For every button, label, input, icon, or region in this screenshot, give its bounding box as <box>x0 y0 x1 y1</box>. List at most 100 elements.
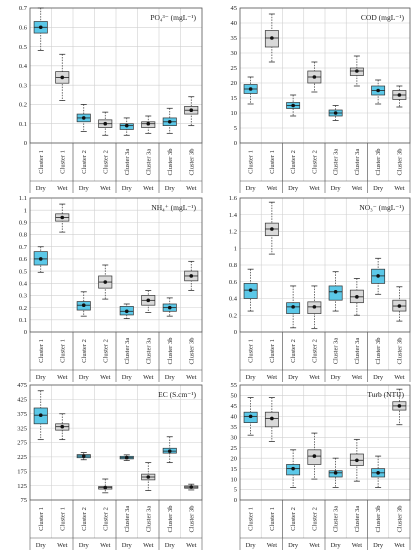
category-label: Cluster 3a <box>124 149 131 176</box>
season-label: Wet <box>143 374 153 381</box>
y-tick-label: 0.1 <box>19 317 27 324</box>
mean-point <box>291 466 295 471</box>
y-tick-label: 0.5 <box>19 268 27 275</box>
mean-point <box>167 449 172 453</box>
season-label: Wet <box>57 185 67 192</box>
chart-title: EC (S.cm⁻¹) <box>158 390 196 399</box>
y-tick-label: 0.6 <box>19 24 28 31</box>
mean-point <box>270 36 274 40</box>
y-tick-label: 0.5 <box>19 44 27 51</box>
box-4 <box>98 478 113 494</box>
category-label: Cluster 3b <box>375 149 382 176</box>
chart-panel-5: 75 125 175 225 275 325 375 425 475 EC (S.cm⁻¹) Clu… <box>17 382 203 550</box>
box-8 <box>184 96 199 127</box>
y-tick-label: 0.1 <box>19 121 27 128</box>
mean-point <box>397 93 402 97</box>
y-tick-label: 30 <box>231 50 238 57</box>
box-3 <box>76 104 91 132</box>
y-tick-label: 0 <box>24 329 27 336</box>
chart-panel-3: 0 0.1 0.2 0.3 0.4 0.5 0.6 0.7 0.8 0.9 1 1.1 NH₄⁺ (mg… <box>19 195 203 382</box>
category-label: Cluster 3a <box>354 149 361 176</box>
y-tick-label: 0.8 <box>229 262 237 269</box>
category-label: Cluster 3b <box>167 149 174 176</box>
y-tick-label: 0 <box>234 329 237 336</box>
season-label: Wet <box>352 542 362 549</box>
category-label: Cluster 3b <box>396 338 403 365</box>
mean-point <box>60 215 65 220</box>
season-label: Dry <box>79 374 90 381</box>
y-tick-label: 1.2 <box>229 229 237 236</box>
mean-point <box>124 309 129 314</box>
mean-point <box>312 305 317 309</box>
category-label: Cluster 3b <box>167 338 174 365</box>
box-2 <box>55 203 70 233</box>
season-label: Dry <box>79 542 90 549</box>
chart-title: COD (mgL⁻¹) <box>361 13 405 22</box>
y-tick-label: 225 <box>17 454 27 461</box>
box-7 <box>371 455 386 488</box>
box-6 <box>349 55 364 87</box>
category-label: Cluster 1 <box>248 339 255 363</box>
category-label: Cluster 3a <box>145 506 152 533</box>
mean-point <box>333 111 338 115</box>
box-4 <box>98 111 113 136</box>
y-tick-label: 0.7 <box>19 244 28 251</box>
season-label: Dry <box>36 185 47 192</box>
y-tick-label: 475 <box>17 382 27 389</box>
y-tick-label: 175 <box>17 468 27 475</box>
box-3 <box>286 449 301 488</box>
mean-point <box>103 121 108 126</box>
chart-title: NH₄⁺ (mgL⁻¹) <box>151 203 196 212</box>
mean-point <box>376 88 380 93</box>
box-2 <box>264 397 279 442</box>
chart-title: NO₃⁻ (mgL⁻¹) <box>359 203 404 212</box>
mean-point <box>167 119 172 124</box>
box-6 <box>349 438 364 482</box>
y-tick-label: 40 <box>231 20 238 27</box>
mean-point <box>291 305 295 309</box>
box-7 <box>162 107 177 134</box>
y-tick-label: 50 <box>231 393 238 400</box>
y-tick-label: 75 <box>21 497 28 504</box>
category-label: Cluster 1 <box>38 339 45 363</box>
mean-point <box>146 298 151 303</box>
chart-title: Turb (NTU) <box>367 390 404 399</box>
category-label: Cluster 1 <box>269 150 276 174</box>
box-2 <box>55 413 70 441</box>
category-label: Cluster 3b <box>396 149 403 176</box>
category-label: Cluster 1 <box>248 150 255 174</box>
season-label: Dry <box>246 374 257 381</box>
mean-point <box>81 454 86 458</box>
category-label: Cluster 1 <box>59 339 66 363</box>
box-6 <box>141 290 156 313</box>
season-label: Dry <box>122 542 133 549</box>
mean-point <box>103 280 108 284</box>
season-label: Wet <box>309 185 319 192</box>
box-5 <box>328 271 343 312</box>
y-tick-label: 5 <box>234 487 237 494</box>
y-tick-label: 10 <box>231 110 238 117</box>
mean-point <box>312 454 317 458</box>
mean-point <box>270 416 274 421</box>
chart-panel-1: 0 0.1 0.2 0.3 0.4 0.5 0.6 0.7 PO₄³⁻ (mgL⁻¹) Clust… <box>19 5 203 193</box>
category-label: Cluster 3b <box>167 506 174 533</box>
mean-point <box>146 121 151 126</box>
category-label: Cluster 1 <box>269 339 276 363</box>
box-4 <box>98 264 113 300</box>
season-label: Wet <box>57 542 67 549</box>
box-1 <box>33 7 48 51</box>
plot-frame <box>239 197 411 333</box>
box-4 <box>307 432 322 480</box>
box-7 <box>162 297 177 317</box>
box-7 <box>371 257 386 295</box>
y-tick-label: 1 <box>234 245 237 252</box>
category-label: Cluster 3a <box>124 506 131 533</box>
y-tick-label: 0.2 <box>229 312 237 319</box>
y-tick-label: 0 <box>234 497 237 504</box>
season-label: Dry <box>331 185 342 192</box>
season-label: Wet <box>100 542 110 549</box>
season-label: Wet <box>394 185 404 192</box>
category-label: Cluster 2 <box>311 150 318 174</box>
mean-point <box>291 103 295 108</box>
mean-point <box>38 257 43 261</box>
